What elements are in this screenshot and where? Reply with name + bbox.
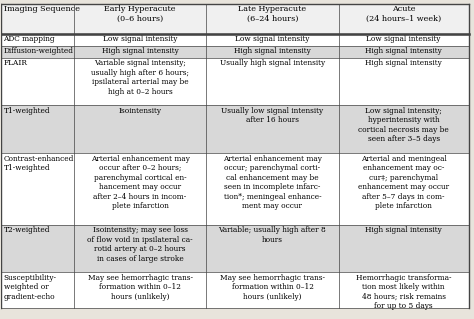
Bar [0, 33, 74, 46]
Bar [206, 33, 338, 46]
Text: May see hemorrhagic trans-
formation within 0–12
hours (unlikely): May see hemorrhagic trans- formation wit… [88, 274, 192, 301]
Text: Variable; usually high after 8
hours: Variable; usually high after 8 hours [219, 226, 326, 244]
Text: Usually low signal intensity
after 16 hours: Usually low signal intensity after 16 ho… [221, 107, 324, 124]
Text: High signal intensity: High signal intensity [365, 47, 442, 55]
Bar [206, 105, 338, 153]
Bar [74, 57, 206, 105]
Text: Hemorrhagic transforma-
tion most likely within
48 hours; risk remains
for up to: Hemorrhagic transforma- tion most likely… [356, 274, 451, 310]
Text: Early Hyperacute
(0–6 hours): Early Hyperacute (0–6 hours) [104, 5, 176, 23]
Bar [0, 272, 74, 308]
Bar [206, 153, 338, 225]
Bar [338, 153, 469, 225]
Bar [338, 46, 469, 57]
Bar [74, 4, 206, 33]
Bar [338, 33, 469, 46]
Text: Acute
(24 hours–1 week): Acute (24 hours–1 week) [366, 5, 441, 23]
Text: Variable signal intensity;
usually high after 6 hours;
ipsilateral arterial may : Variable signal intensity; usually high … [91, 59, 189, 96]
Text: Susceptibility-
weighted or
gradient-echo: Susceptibility- weighted or gradient-ech… [3, 274, 56, 301]
Bar [338, 225, 469, 272]
Bar [338, 105, 469, 153]
Text: Imaging Sequence: Imaging Sequence [3, 5, 80, 13]
Bar [206, 4, 338, 33]
Text: T1-weighted: T1-weighted [3, 107, 50, 115]
Bar [0, 57, 74, 105]
Bar [74, 105, 206, 153]
Text: High signal intensity: High signal intensity [234, 47, 311, 55]
Text: Isointensity: Isointensity [118, 107, 162, 115]
Bar [338, 57, 469, 105]
Bar [74, 33, 206, 46]
Text: Contrast-enhanced
T1-weighted: Contrast-enhanced T1-weighted [3, 155, 74, 172]
Text: FLAIR: FLAIR [3, 59, 27, 67]
Text: Low signal intensity: Low signal intensity [103, 35, 177, 43]
Bar [206, 225, 338, 272]
Text: T2-weighted: T2-weighted [3, 226, 50, 234]
Text: High signal intensity: High signal intensity [102, 47, 179, 55]
Text: Arterial enhancement may
occur after 0–2 hours;
parenchymal cortical en-
hanceme: Arterial enhancement may occur after 0–2… [91, 155, 190, 210]
Bar [206, 57, 338, 105]
Text: Late Hyperacute
(6–24 hours): Late Hyperacute (6–24 hours) [238, 5, 307, 23]
Bar [74, 272, 206, 308]
Text: Isointensity; may see loss
of flow void in ipsilateral ca-
rotid artery at 0–2 h: Isointensity; may see loss of flow void … [87, 226, 193, 263]
Bar [0, 105, 74, 153]
Text: ADC mapping: ADC mapping [3, 35, 55, 43]
Bar [74, 153, 206, 225]
Bar [338, 272, 469, 308]
Text: High signal intensity: High signal intensity [365, 226, 442, 234]
Text: Low signal intensity: Low signal intensity [235, 35, 310, 43]
Text: High signal intensity: High signal intensity [365, 59, 442, 67]
Bar [0, 153, 74, 225]
Text: Arterial enhancement may
occur; parenchymal corti-
cal enhancement may be
seen i: Arterial enhancement may occur; parenchy… [223, 155, 322, 210]
Text: Low signal intensity: Low signal intensity [366, 35, 441, 43]
Bar [0, 4, 74, 33]
Bar [206, 46, 338, 57]
Bar [74, 46, 206, 57]
Text: Arterial and meningeal
enhancement may oc-
cur‡; parenchymal
enhancement may occ: Arterial and meningeal enhancement may o… [358, 155, 449, 210]
Text: Low signal intensity;
hyperintensity with
cortical necrosis may be
seen after 3–: Low signal intensity; hyperintensity wit… [358, 107, 449, 143]
Text: Usually high signal intensity: Usually high signal intensity [220, 59, 325, 67]
Text: May see hemorrhagic trans-
formation within 0–12
hours (unlikely): May see hemorrhagic trans- formation wit… [220, 274, 325, 301]
Text: Diffusion-weighted: Diffusion-weighted [3, 47, 73, 55]
Bar [206, 272, 338, 308]
Bar [0, 225, 74, 272]
Bar [338, 4, 469, 33]
Bar [0, 46, 74, 57]
Bar [74, 225, 206, 272]
